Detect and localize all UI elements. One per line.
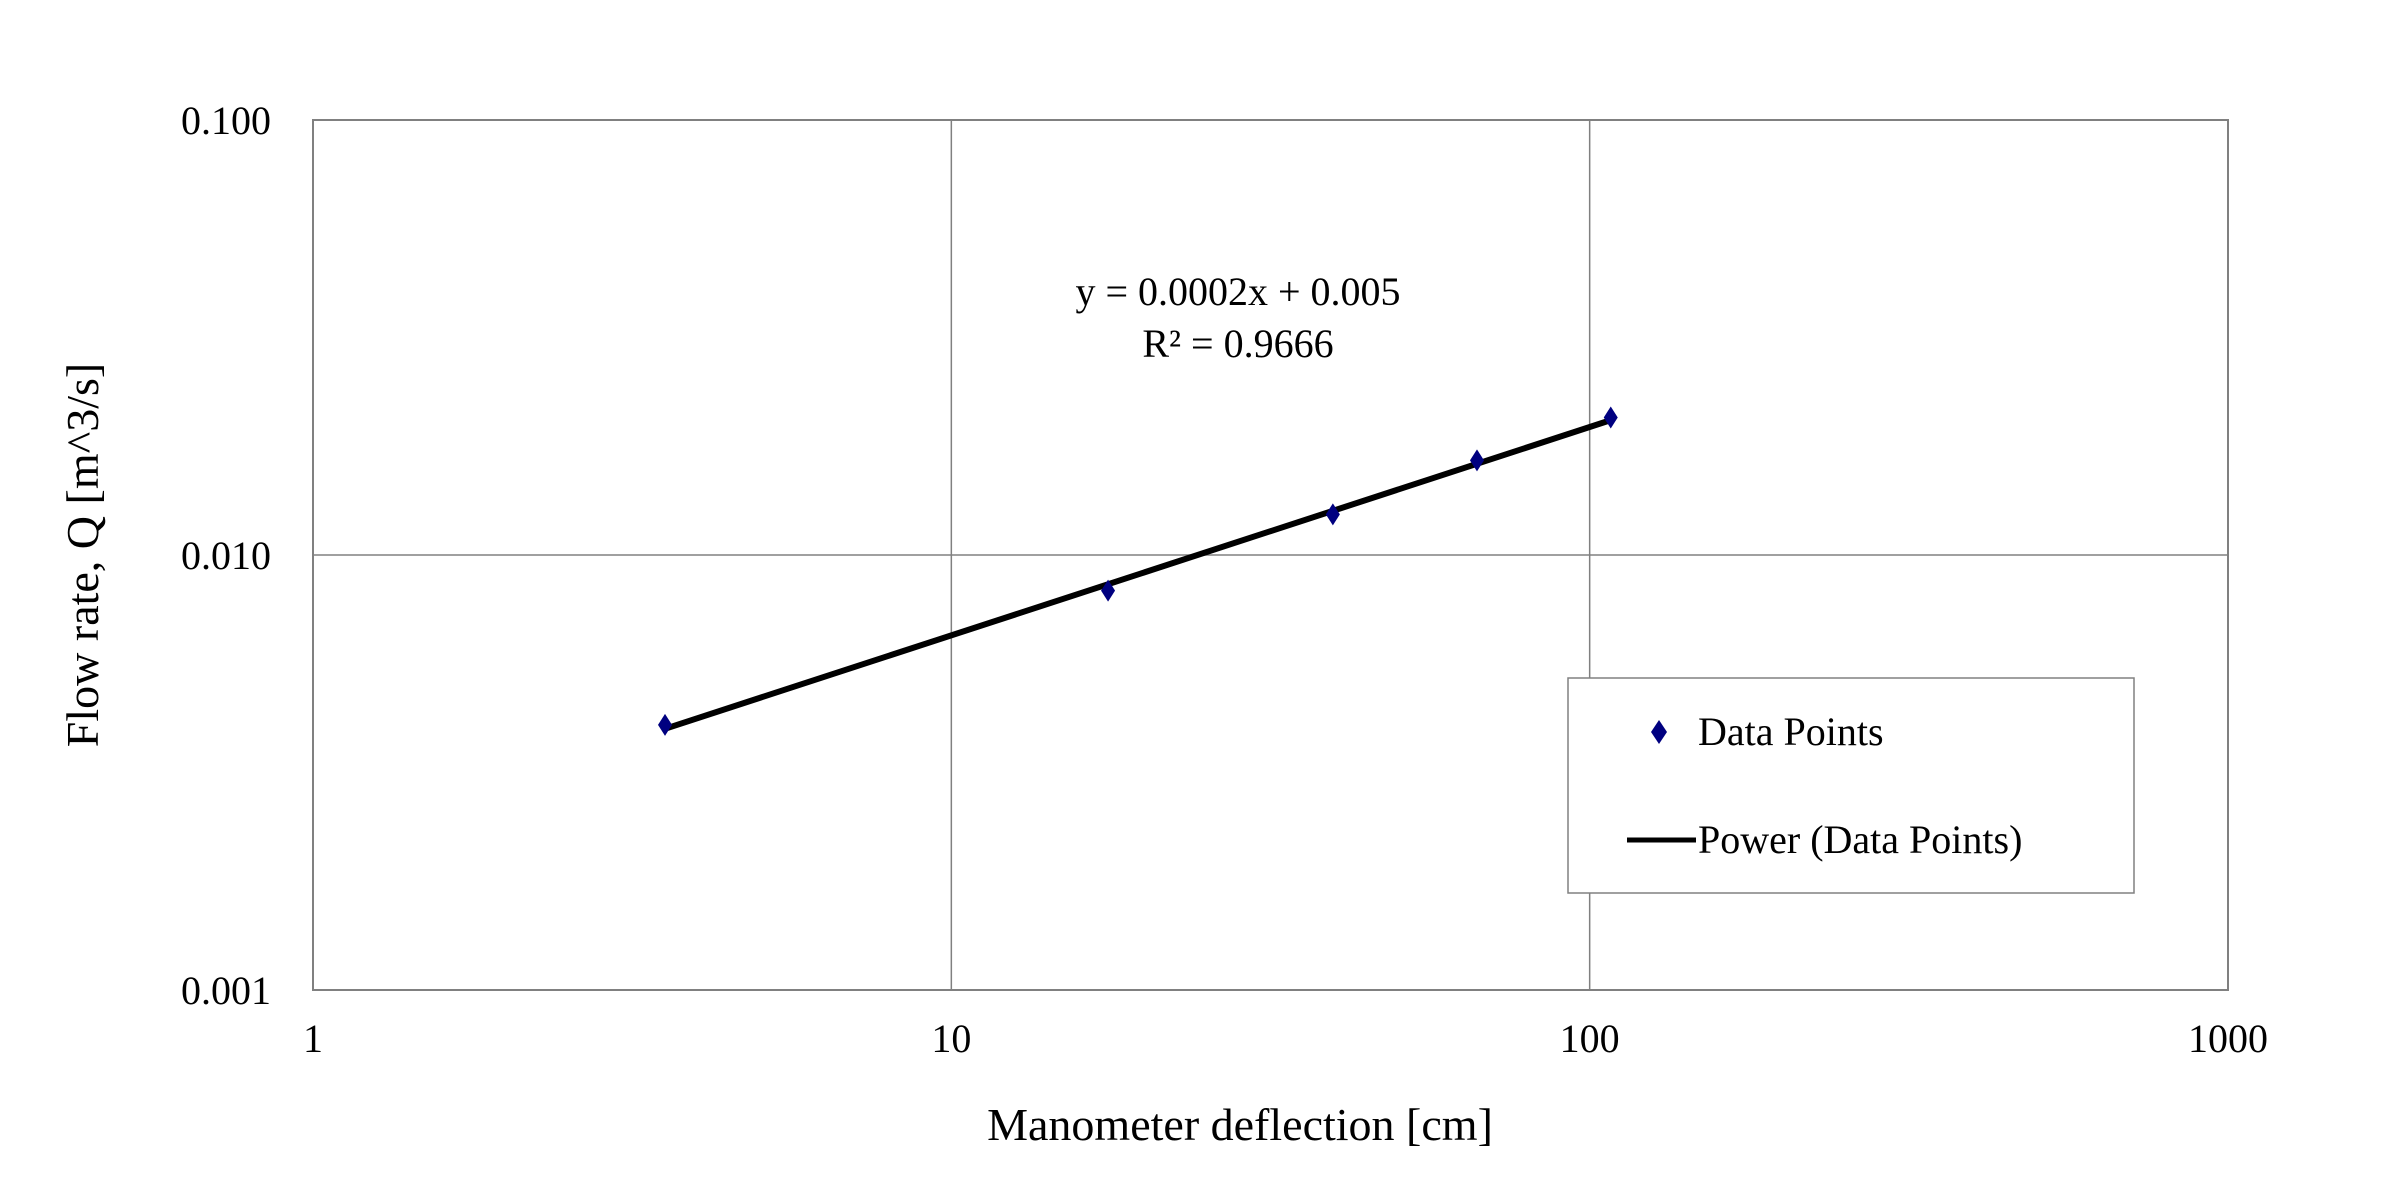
x-tick-labels: 1 10 100 1000 (303, 1016, 2268, 1061)
trendline-equation: y = 0.0002x + 0.005 (1075, 269, 1400, 314)
y-tick-labels: 0.001 0.010 0.100 (181, 98, 271, 1013)
data-point (658, 713, 673, 736)
y-tick-label: 0.001 (181, 968, 271, 1013)
trendline-group (664, 417, 1612, 732)
y-tick-label: 0.010 (181, 533, 271, 578)
x-axis-title: Manometer deflection [cm] (987, 1099, 1493, 1150)
data-point (1325, 503, 1340, 526)
legend-box (1567, 677, 2135, 894)
data-point (1603, 406, 1618, 429)
x-tick-label: 1 (303, 1016, 323, 1061)
data-point (1101, 579, 1116, 602)
r-squared-label: R² = 0.9666 (1142, 321, 1333, 366)
plot-area (312, 119, 2229, 991)
power-trendline (664, 417, 1612, 732)
x-tick-label: 1000 (2188, 1016, 2268, 1061)
y-axis-title: Flow rate, Q [m^3/s] (57, 363, 108, 747)
legend-label-data-points: Data Points (1698, 709, 1884, 754)
legend-diamond-marker (1651, 720, 1667, 744)
legend-label-trendline: Power (Data Points) (1698, 817, 2022, 862)
data-points (658, 406, 1618, 736)
x-tick-label: 100 (1560, 1016, 1620, 1061)
x-tick-label: 10 (931, 1016, 971, 1061)
legend: Data Points Power (Data Points) (1567, 677, 2135, 894)
y-tick-label: 0.100 (181, 98, 271, 143)
data-point (1469, 449, 1484, 472)
